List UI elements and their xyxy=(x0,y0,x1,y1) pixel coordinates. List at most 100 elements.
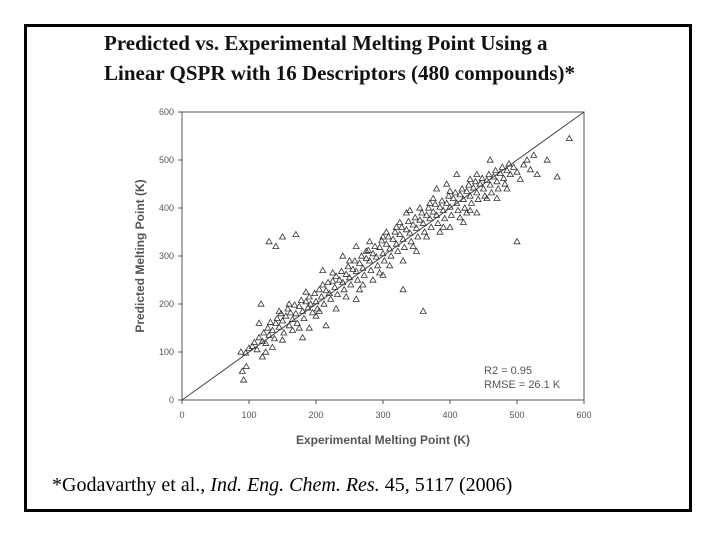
data-point xyxy=(446,187,454,194)
data-point xyxy=(399,285,407,293)
x-tick-label: 600 xyxy=(576,410,591,420)
data-point xyxy=(352,242,360,250)
data-point xyxy=(352,267,360,274)
data-point xyxy=(285,300,293,307)
data-point xyxy=(292,230,300,238)
data-point xyxy=(352,295,360,302)
data-point xyxy=(342,270,350,277)
data-point xyxy=(478,174,486,181)
data-point xyxy=(392,223,401,230)
data-point xyxy=(396,218,404,225)
data-point xyxy=(302,297,310,305)
citation: *Godavarthy et al., Ind. Eng. Chem. Res.… xyxy=(52,474,512,497)
data-point xyxy=(485,170,493,177)
data-point xyxy=(255,333,263,341)
x-axis-ticks: 0 100 200 300 400 500 600 xyxy=(179,400,592,420)
data-point xyxy=(272,242,280,250)
data-point xyxy=(459,218,468,225)
data-point xyxy=(360,271,368,278)
data-point xyxy=(458,184,466,192)
y-axis-label: Predicted Melting Point (K) xyxy=(133,179,147,332)
data-point xyxy=(371,242,379,250)
data-point xyxy=(355,259,364,266)
data-point xyxy=(494,184,502,192)
data-point xyxy=(308,308,317,316)
data-point xyxy=(290,301,299,308)
data-point xyxy=(442,180,451,187)
data-point xyxy=(422,211,431,218)
data-point xyxy=(396,230,404,238)
data-point xyxy=(300,314,308,322)
data-point xyxy=(332,304,340,312)
data-point xyxy=(489,172,498,180)
data-point xyxy=(322,286,330,294)
data-point xyxy=(306,300,315,307)
data-point xyxy=(355,285,364,293)
data-point xyxy=(449,194,458,201)
data-point xyxy=(253,345,261,353)
data-point xyxy=(486,181,494,188)
data-point xyxy=(553,172,561,180)
data-point xyxy=(239,376,248,383)
data-point xyxy=(565,134,573,141)
citation-authors: *Godavarthy et al., xyxy=(52,474,206,496)
y-axis-ticks: 0 100 200 300 400 500 600 xyxy=(159,107,182,405)
data-point xyxy=(288,315,297,322)
data-point xyxy=(357,252,366,259)
data-point xyxy=(427,223,435,230)
data-point xyxy=(432,184,441,192)
data-point xyxy=(422,232,431,240)
data-point xyxy=(474,195,482,202)
data-point xyxy=(312,312,320,319)
data-point xyxy=(416,204,424,211)
data-point xyxy=(325,289,334,297)
data-point xyxy=(347,280,355,288)
data-point xyxy=(419,219,427,226)
data-point xyxy=(353,276,362,283)
data-point xyxy=(292,309,300,317)
data-point xyxy=(315,285,324,293)
y-tick-label: 500 xyxy=(159,155,174,165)
data-point xyxy=(426,214,434,222)
data-point xyxy=(476,180,484,187)
data-point xyxy=(473,188,481,196)
data-point xyxy=(446,203,454,210)
data-point xyxy=(506,170,514,177)
data-point xyxy=(344,262,352,270)
data-point xyxy=(382,240,391,247)
data-point xyxy=(496,169,504,177)
y-tick-label: 200 xyxy=(159,299,174,309)
data-point xyxy=(310,289,319,297)
data-point xyxy=(523,156,531,163)
data-point xyxy=(324,278,332,286)
data-point xyxy=(509,163,518,170)
data-point xyxy=(431,200,439,207)
slide-title-line-1: Predicted vs. Experimental Melting Point… xyxy=(104,31,548,55)
data-point xyxy=(282,312,290,319)
data-point xyxy=(473,170,481,177)
data-point xyxy=(245,344,253,351)
data-point xyxy=(288,326,297,334)
data-point xyxy=(406,229,414,236)
data-point xyxy=(386,244,394,252)
data-point xyxy=(473,208,481,216)
data-point xyxy=(409,242,417,250)
data-point xyxy=(265,237,273,245)
data-point xyxy=(444,192,453,199)
data-point xyxy=(242,362,251,370)
data-point xyxy=(278,316,287,324)
data-point xyxy=(387,252,395,259)
data-point xyxy=(404,217,413,225)
data-point xyxy=(447,211,456,218)
x-tick-label: 400 xyxy=(442,410,457,420)
data-point xyxy=(499,174,508,181)
data-point xyxy=(493,194,501,201)
data-point xyxy=(505,160,513,167)
data-point xyxy=(483,176,491,183)
data-point xyxy=(322,321,330,329)
data-point xyxy=(399,256,407,264)
data-point xyxy=(372,253,380,260)
data-point xyxy=(333,290,342,298)
x-axis-label: Experimental Melting Point (K) xyxy=(296,433,470,447)
data-point xyxy=(268,326,277,334)
